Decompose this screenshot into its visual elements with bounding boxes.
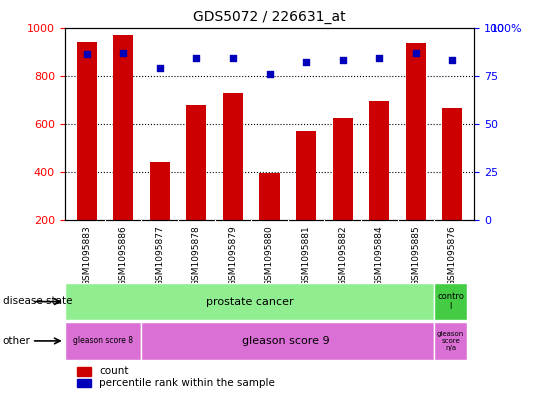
Title: GDS5072 / 226631_at: GDS5072 / 226631_at xyxy=(193,10,346,24)
Point xyxy=(338,57,347,63)
Text: GSM1095884: GSM1095884 xyxy=(375,225,384,286)
Point xyxy=(375,55,384,61)
Text: GSM1095886: GSM1095886 xyxy=(119,225,128,286)
Text: GSM1095885: GSM1095885 xyxy=(411,225,420,286)
Bar xyxy=(113,35,133,220)
Text: gleason
score
n/a: gleason score n/a xyxy=(437,331,464,351)
Text: prostate cancer: prostate cancer xyxy=(205,297,293,307)
Bar xyxy=(65,322,141,360)
Bar xyxy=(150,162,170,220)
Bar xyxy=(434,322,467,360)
Text: GSM1095879: GSM1095879 xyxy=(229,225,237,286)
Bar xyxy=(141,322,434,360)
Point xyxy=(119,50,128,56)
Text: gleason score 9: gleason score 9 xyxy=(242,336,330,346)
Point xyxy=(229,55,237,61)
Text: disease state: disease state xyxy=(3,296,72,307)
Bar xyxy=(259,173,280,220)
Bar xyxy=(333,118,353,220)
Bar xyxy=(434,283,467,320)
Text: other: other xyxy=(3,336,31,346)
Text: GSM1095876: GSM1095876 xyxy=(448,225,457,286)
Bar xyxy=(77,42,96,220)
Bar xyxy=(77,367,91,376)
Text: GSM1095881: GSM1095881 xyxy=(302,225,310,286)
Bar xyxy=(406,43,426,220)
Bar xyxy=(223,92,243,220)
Text: GSM1095878: GSM1095878 xyxy=(192,225,201,286)
Bar xyxy=(369,101,389,220)
Bar xyxy=(443,108,462,220)
Point xyxy=(82,51,91,58)
Point xyxy=(411,50,420,56)
Point xyxy=(155,65,164,71)
Text: GSM1095877: GSM1095877 xyxy=(155,225,164,286)
Point xyxy=(265,71,274,77)
Text: GSM1095883: GSM1095883 xyxy=(82,225,91,286)
Text: GSM1095880: GSM1095880 xyxy=(265,225,274,286)
Point xyxy=(192,55,201,61)
Bar xyxy=(77,379,91,387)
Text: GSM1095882: GSM1095882 xyxy=(338,225,347,286)
Y-axis label: 100%: 100% xyxy=(491,24,523,34)
Point xyxy=(448,57,457,63)
Bar xyxy=(186,105,206,220)
Text: count: count xyxy=(100,366,129,376)
Point xyxy=(302,59,310,65)
Bar xyxy=(296,131,316,220)
Text: contro
l: contro l xyxy=(437,292,464,311)
Text: gleason score 8: gleason score 8 xyxy=(73,336,133,345)
Text: percentile rank within the sample: percentile rank within the sample xyxy=(100,378,275,388)
